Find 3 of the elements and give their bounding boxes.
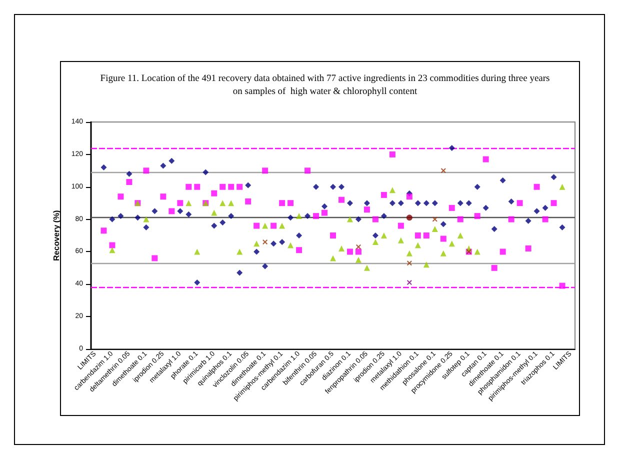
- chart-subtitle: on samples of high water & chlorophyll content: [232, 87, 418, 97]
- y-axis-title: Recovery (%): [52, 210, 61, 261]
- chart-title: Figure 11. Location of the 491 recovery data obtained with 77 active ingredients in 23 commodities during three years: [100, 74, 550, 84]
